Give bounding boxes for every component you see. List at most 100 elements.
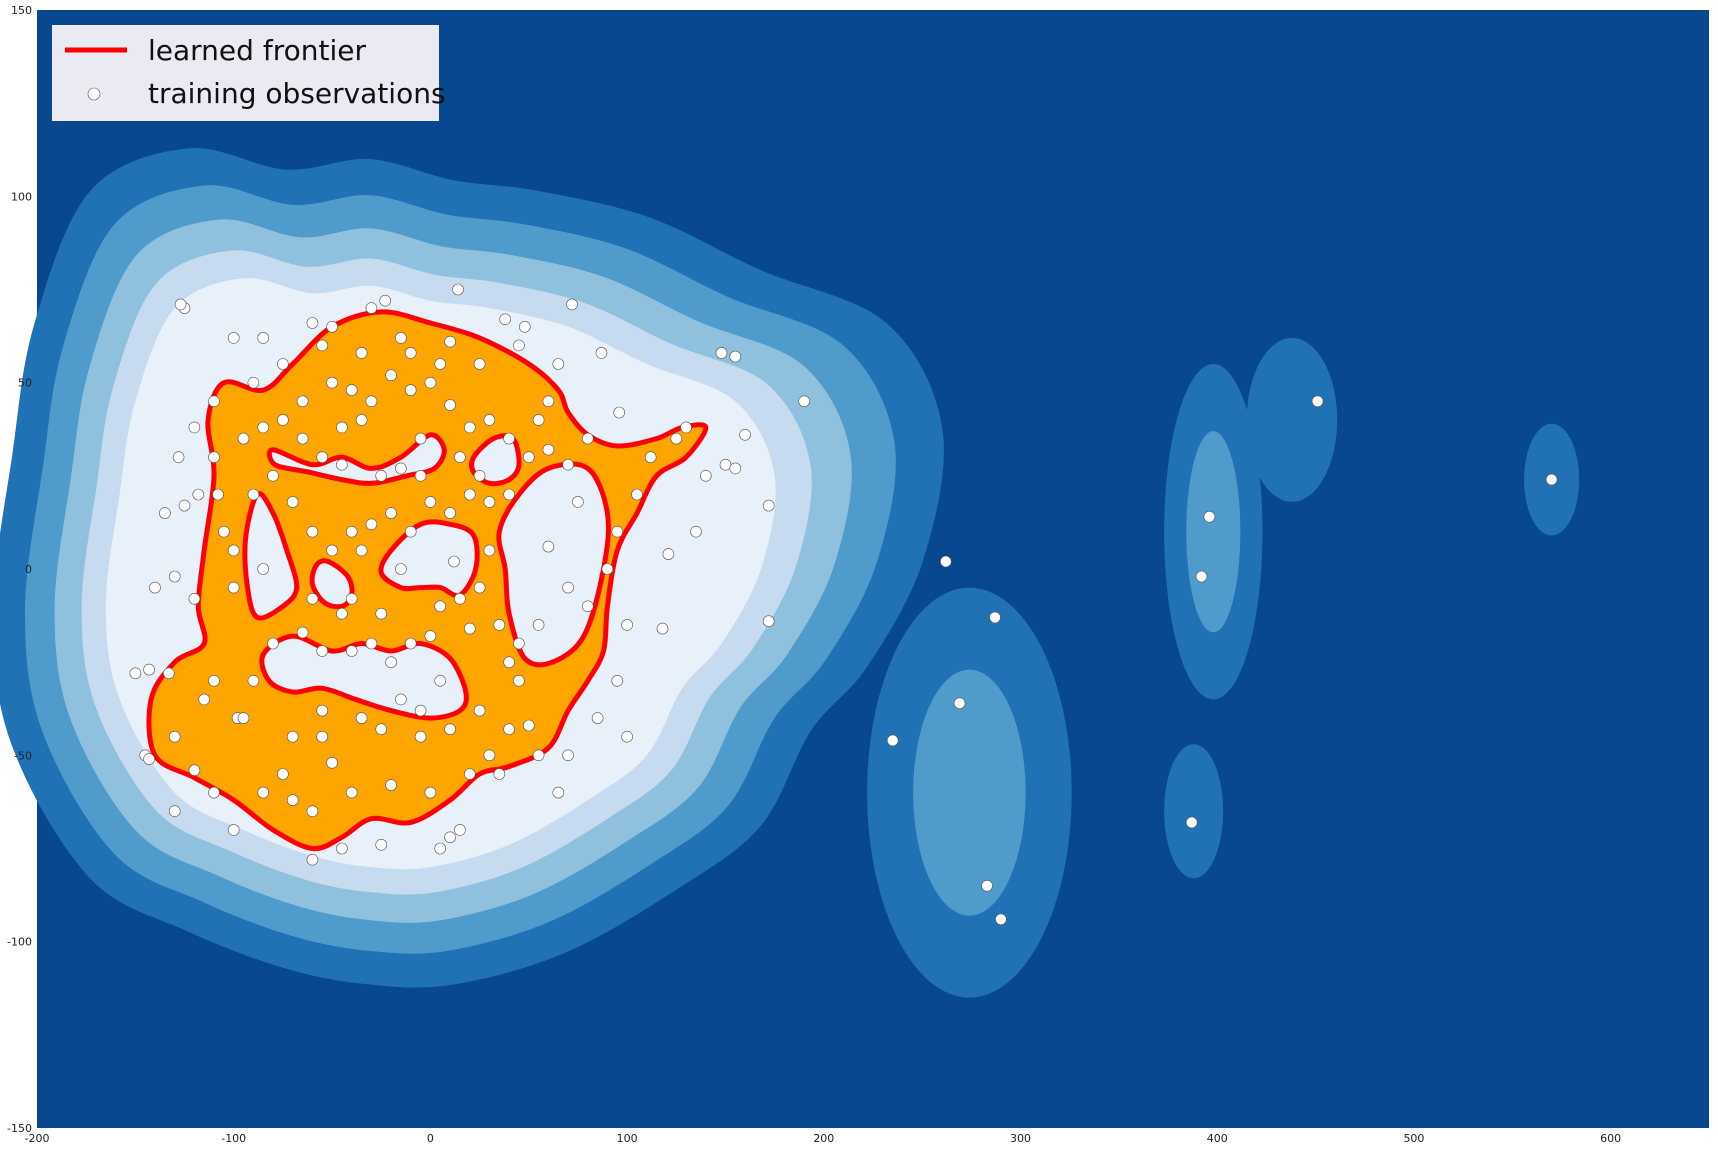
observation-point-189 xyxy=(995,914,1006,925)
observation-point-20 xyxy=(681,422,692,433)
observation-point-160 xyxy=(209,675,220,686)
observation-point-74 xyxy=(307,526,318,537)
observation-point-110 xyxy=(356,414,367,425)
observation-point-43 xyxy=(336,843,347,854)
observation-point-4 xyxy=(307,318,318,329)
observation-point-9 xyxy=(445,336,456,347)
observation-point-14 xyxy=(596,347,607,358)
observation-point-29 xyxy=(189,422,200,433)
observation-point-184 xyxy=(887,735,898,746)
observation-point-164 xyxy=(592,713,603,724)
observation-point-139 xyxy=(563,582,574,593)
observation-point-131 xyxy=(395,694,406,705)
observation-point-149 xyxy=(395,332,406,343)
observation-point-17 xyxy=(740,429,751,440)
x-tick-label: 500 xyxy=(1403,1132,1424,1145)
observation-point-172 xyxy=(454,452,465,463)
observation-point-92 xyxy=(464,422,475,433)
observation-point-113 xyxy=(533,414,544,425)
observation-point-94 xyxy=(504,433,515,444)
observation-point-28 xyxy=(553,787,564,798)
observation-point-104 xyxy=(435,601,446,612)
observation-point-150 xyxy=(356,347,367,358)
observation-point-173 xyxy=(474,470,485,481)
observation-point-119 xyxy=(209,787,220,798)
observation-point-16 xyxy=(730,351,741,362)
observation-point-90 xyxy=(425,377,436,388)
observation-point-140 xyxy=(582,601,593,612)
observation-point-193 xyxy=(1312,396,1323,407)
observation-point-120 xyxy=(258,787,269,798)
observation-point-109 xyxy=(376,470,387,481)
observation-point-60 xyxy=(563,750,574,761)
observation-point-11 xyxy=(500,314,511,325)
observation-point-155 xyxy=(150,582,161,593)
observation-point-54 xyxy=(415,731,426,742)
observation-point-36 xyxy=(144,664,155,675)
observation-point-10 xyxy=(453,284,464,295)
observation-point-125 xyxy=(425,787,436,798)
observation-point-106 xyxy=(474,582,485,593)
observation-point-31 xyxy=(193,489,204,500)
observation-point-7 xyxy=(380,295,391,306)
observation-point-105 xyxy=(454,593,465,604)
x-tick-label: 600 xyxy=(1600,1132,1621,1145)
observation-point-75 xyxy=(327,545,338,556)
observation-point-143 xyxy=(572,496,583,507)
observation-point-165 xyxy=(622,619,633,630)
observation-point-66 xyxy=(405,638,416,649)
observation-point-127 xyxy=(484,750,495,761)
observation-point-183 xyxy=(258,564,269,575)
observation-point-45 xyxy=(435,843,446,854)
observation-point-158 xyxy=(199,694,210,705)
observation-point-13 xyxy=(567,299,578,310)
observation-point-65 xyxy=(366,638,377,649)
observation-point-122 xyxy=(307,806,318,817)
legend-label-observations: training observations xyxy=(148,77,446,110)
observation-point-23 xyxy=(730,463,741,474)
observation-point-6 xyxy=(366,303,377,314)
observation-point-68 xyxy=(464,623,475,634)
observation-point-137 xyxy=(484,545,495,556)
observation-point-129 xyxy=(317,731,328,742)
observation-point-91 xyxy=(445,400,456,411)
legend-observation-swatch xyxy=(88,88,100,100)
observation-point-121 xyxy=(287,795,298,806)
observation-point-157 xyxy=(173,452,184,463)
observation-point-18 xyxy=(799,396,810,407)
observation-point-88 xyxy=(386,370,397,381)
observation-point-179 xyxy=(513,675,524,686)
observation-point-67 xyxy=(425,631,436,642)
observation-point-93 xyxy=(484,414,495,425)
observation-point-176 xyxy=(336,608,347,619)
observation-point-64 xyxy=(346,646,357,657)
observation-point-112 xyxy=(543,396,554,407)
observation-point-46 xyxy=(445,832,456,843)
observation-point-26 xyxy=(763,616,774,627)
observation-point-98 xyxy=(238,433,249,444)
y-tick-label: -50 xyxy=(14,749,32,762)
observation-point-5 xyxy=(327,321,338,332)
observation-point-187 xyxy=(990,612,1001,623)
observation-point-134 xyxy=(346,593,357,604)
observation-point-108 xyxy=(395,463,406,474)
observation-point-147 xyxy=(474,359,485,370)
observation-point-73 xyxy=(287,496,298,507)
y-tick-label: -150 xyxy=(7,1122,32,1135)
observation-point-33 xyxy=(169,571,180,582)
observation-point-69 xyxy=(494,619,505,630)
y-tick-label: 100 xyxy=(11,190,32,203)
observation-point-50 xyxy=(238,713,249,724)
observation-point-12 xyxy=(519,321,530,332)
observation-point-41 xyxy=(228,824,239,835)
outlier-density-core-2 xyxy=(1186,431,1240,632)
observation-point-84 xyxy=(504,489,515,500)
observation-point-171 xyxy=(415,433,426,444)
observation-point-107 xyxy=(415,470,426,481)
observation-point-21 xyxy=(720,459,731,470)
observation-point-30 xyxy=(209,452,220,463)
x-tick-label: 400 xyxy=(1207,1132,1228,1145)
observation-point-52 xyxy=(327,757,338,768)
observation-point-86 xyxy=(346,385,357,396)
